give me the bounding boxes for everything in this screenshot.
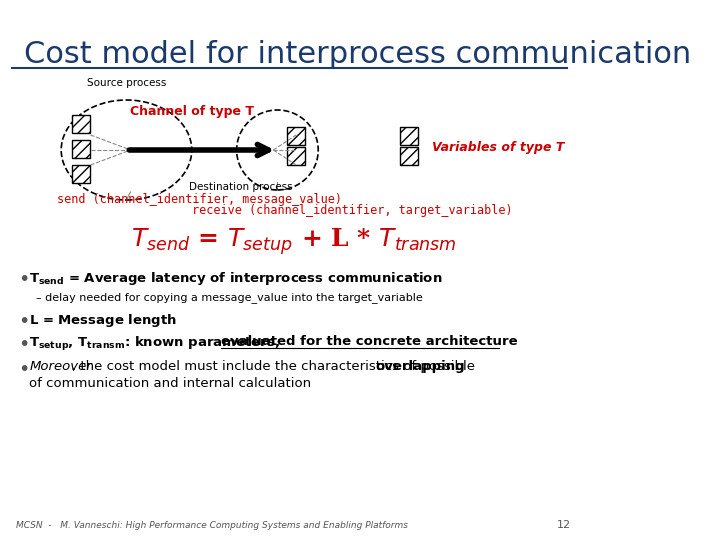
Text: Channel of type T: Channel of type T bbox=[130, 105, 253, 118]
Text: send (channel_identifier, message_value): send (channel_identifier, message_value) bbox=[57, 193, 342, 206]
Text: of communication and internal calculation: of communication and internal calculatio… bbox=[30, 377, 312, 390]
Text: 12: 12 bbox=[557, 520, 571, 530]
Text: Destination process: Destination process bbox=[189, 182, 292, 192]
Bar bbox=[400, 147, 418, 165]
Text: •: • bbox=[18, 270, 30, 289]
Text: , the cost model must include the characteristics of possible: , the cost model must include the charac… bbox=[72, 360, 479, 373]
Bar bbox=[72, 165, 90, 183]
Text: $\mathbf{T_{send}}$ = Average latency of interprocess communication: $\mathbf{T_{send}}$ = Average latency of… bbox=[30, 270, 443, 287]
Text: $T_{send}$ = $T_{setup}$ + L * $T_{transm}$: $T_{send}$ = $T_{setup}$ + L * $T_{trans… bbox=[131, 227, 456, 258]
Text: receive (channel_identifier, target_variable): receive (channel_identifier, target_vari… bbox=[192, 204, 513, 217]
Text: $\mathbf{T_{setup}}$, $\mathbf{T_{transm}}$: known parameters,: $\mathbf{T_{setup}}$, $\mathbf{T_{transm… bbox=[30, 335, 282, 353]
Text: MCSN  -   M. Vanneschi: High Performance Computing Systems and Enabling Platform: MCSN - M. Vanneschi: High Performance Co… bbox=[17, 521, 408, 530]
Text: Moreover: Moreover bbox=[30, 360, 92, 373]
Bar bbox=[287, 127, 305, 145]
Bar bbox=[72, 140, 90, 158]
Text: •: • bbox=[18, 312, 30, 331]
Text: •: • bbox=[18, 360, 30, 379]
Text: Cost model for interprocess communication: Cost model for interprocess communicatio… bbox=[24, 40, 692, 69]
Text: overlapping: overlapping bbox=[375, 360, 465, 373]
Text: – delay needed for copying a message_value into the target_variable: – delay needed for copying a message_val… bbox=[36, 292, 423, 303]
Bar bbox=[72, 115, 90, 133]
Text: •: • bbox=[18, 335, 30, 354]
Text: $\mathbf{L}$ = Message length: $\mathbf{L}$ = Message length bbox=[30, 312, 177, 329]
Bar bbox=[400, 127, 418, 145]
Text: evaluated for the concrete architecture: evaluated for the concrete architecture bbox=[221, 335, 518, 348]
Bar bbox=[287, 147, 305, 165]
Text: Source process: Source process bbox=[87, 78, 166, 88]
Text: Variables of type T: Variables of type T bbox=[433, 141, 565, 154]
